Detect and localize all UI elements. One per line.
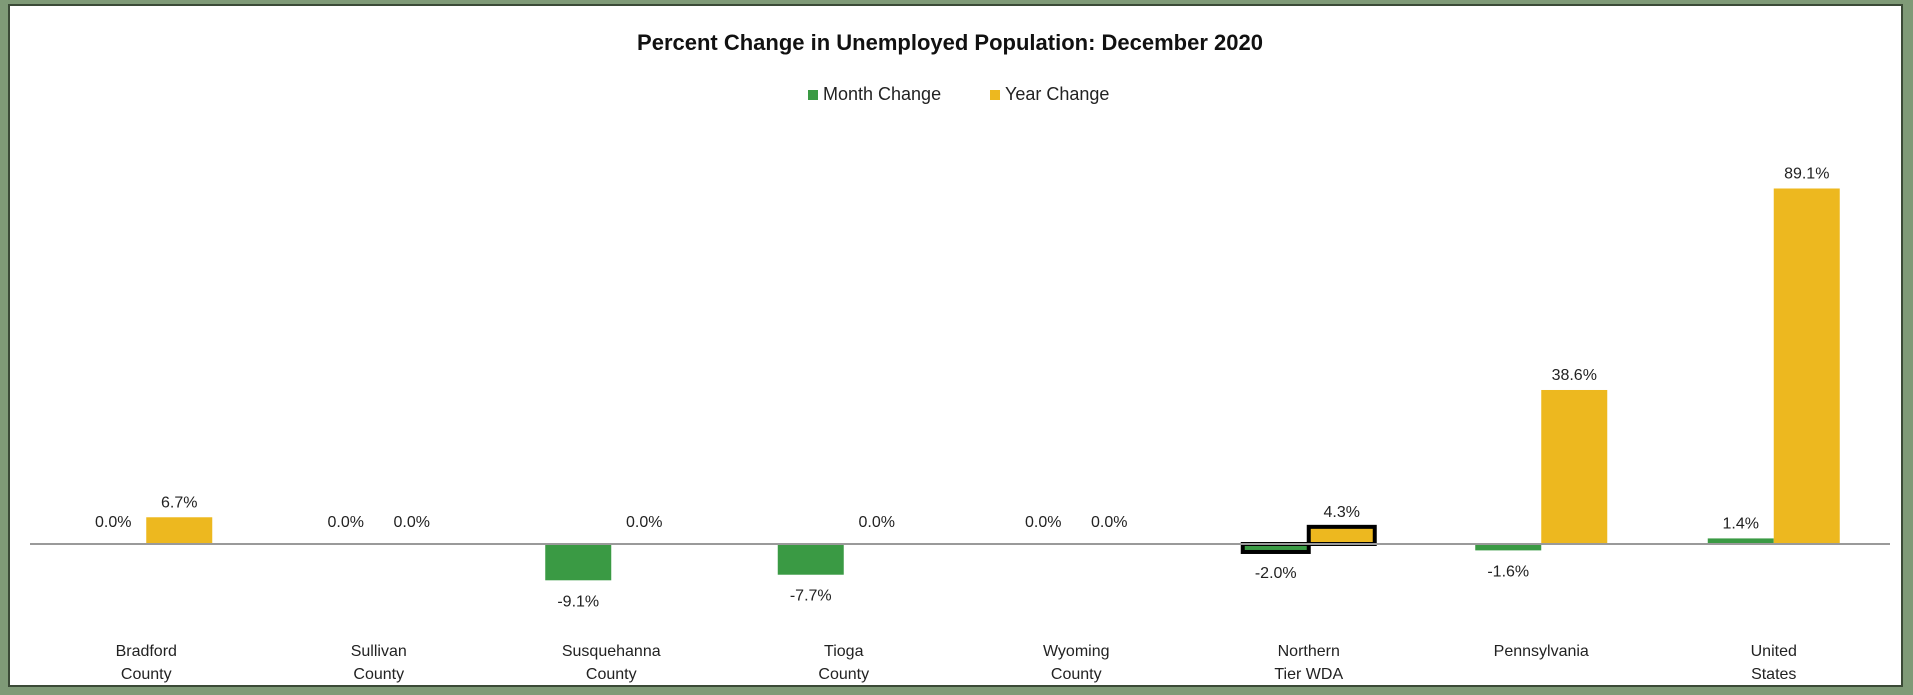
data-label-year-7: 89.1% [1784, 165, 1829, 182]
category-label-3: Tioga County [818, 643, 869, 683]
legend-swatch-month [808, 90, 818, 100]
bar-month-7 [1707, 538, 1774, 544]
data-label-year-6: 38.6% [1552, 367, 1597, 384]
chart-title: Percent Change in Unemployed Population:… [637, 30, 1263, 55]
data-label-month-5: -2.0% [1255, 565, 1297, 582]
data-label-month-7: 1.4% [1723, 515, 1759, 532]
legend-label-year: Year Change [1005, 84, 1109, 104]
data-label-year-4: 0.0% [1091, 514, 1127, 531]
bar-year-7 [1773, 188, 1840, 544]
category-label-5: Northern Tier WDA [1274, 643, 1343, 683]
data-label-month-4: 0.0% [1025, 514, 1061, 531]
bar-chart: Percent Change in Unemployed Population:… [30, 30, 1890, 683]
data-label-year-2: 0.0% [626, 514, 662, 531]
bar-month-5 [1240, 542, 1311, 554]
chart-frame: Percent Change in Unemployed Population:… [8, 4, 1903, 687]
bars-group [146, 188, 1840, 581]
data-label-month-3: -7.7% [790, 588, 832, 605]
category-label-7: United States [1751, 643, 1797, 683]
data-labels-group: 0.0% 6.7% 0.0% 0.0% -9.1% 0.0% -7.7% 0.0% 0.0% 0.… [95, 165, 1829, 610]
category-label-2: Susquehanna County [562, 643, 661, 683]
data-label-month-1: 0.0% [328, 514, 364, 531]
data-label-month-0: 0.0% [95, 514, 131, 531]
data-label-month-6: -1.6% [1487, 563, 1529, 580]
bar-month-2 [545, 544, 612, 581]
bar-year-5 [1306, 524, 1377, 547]
category-labels-group: Bradford County Sullivan County Susquehanna C… [116, 643, 1797, 683]
data-label-year-0: 6.7% [161, 494, 197, 511]
legend-label-month: Month Change [823, 84, 941, 104]
data-label-month-2: -9.1% [557, 593, 599, 610]
legend: Month Change Year Change [808, 84, 1109, 104]
category-label-0: Bradford County [116, 643, 177, 683]
data-label-year-3: 0.0% [859, 514, 895, 531]
bar-year-0 [146, 517, 213, 544]
bar-month-3 [777, 544, 844, 575]
category-label-1: Sullivan County [351, 643, 407, 683]
category-label-4: Wyoming County [1043, 643, 1110, 683]
bar-month-6 [1475, 544, 1542, 551]
category-label-6: Pennsylvania [1494, 643, 1589, 660]
legend-swatch-year [990, 90, 1000, 100]
bar-year-6 [1541, 389, 1608, 544]
data-label-year-1: 0.0% [394, 514, 430, 531]
data-label-year-5: 4.3% [1324, 504, 1360, 521]
